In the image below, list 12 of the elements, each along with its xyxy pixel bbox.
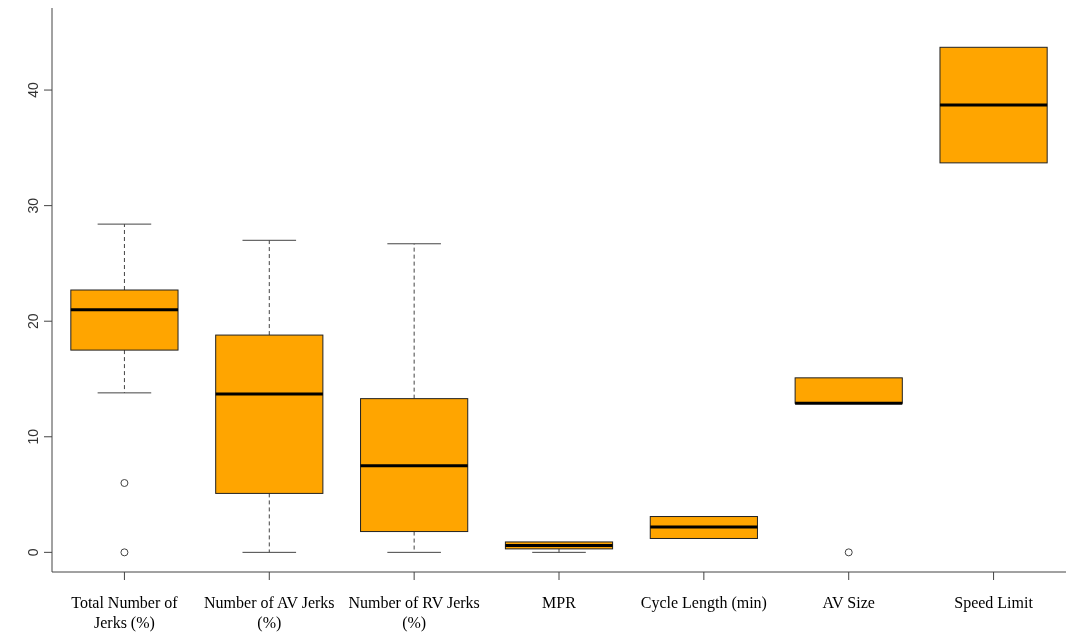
- y-tick-label: 40: [25, 82, 41, 98]
- y-tick-label: 0: [25, 548, 41, 557]
- x-tick-label: Number of AV Jerks (%): [204, 594, 335, 632]
- x-tick-label: Total Number of Jerks (%): [71, 594, 179, 632]
- x-tick-label: Cycle Length (min): [640, 594, 767, 612]
- x-tick-label: AV Size: [822, 594, 875, 611]
- y-tick-label: 10: [25, 428, 41, 445]
- y-tick-label: 30: [25, 197, 41, 214]
- x-tick-label: Number of RV Jerks (%): [348, 594, 480, 632]
- y-tick-label: 20: [25, 313, 41, 329]
- x-tick-label: MPR: [542, 594, 577, 611]
- x-tick-label: Speed Limit: [954, 594, 1034, 612]
